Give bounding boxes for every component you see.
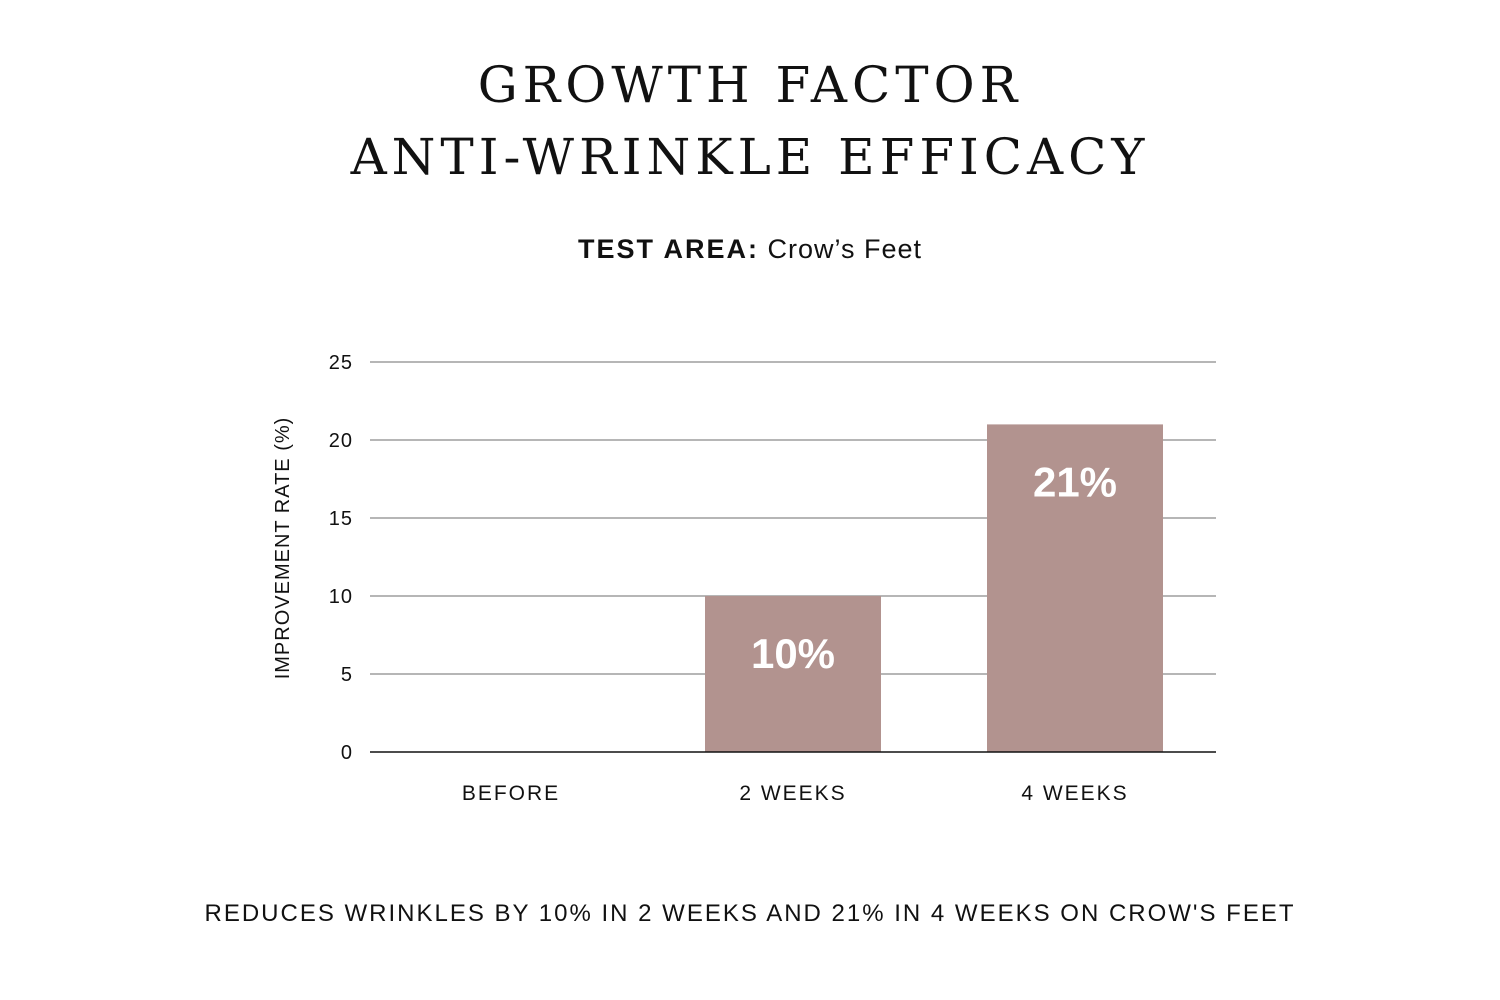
data-label: 10% bbox=[751, 630, 835, 677]
y-tick-label: 15 bbox=[329, 508, 353, 530]
y-tick-label: 5 bbox=[341, 664, 353, 686]
x-tick-label: 2 WEEKS bbox=[739, 782, 846, 805]
chart-title-line-1: GROWTH FACTOR bbox=[477, 56, 1023, 114]
bar bbox=[705, 596, 881, 752]
axes: 0 5 10 15 20 25 BEFORE 2 WEEKS 4 WEEKS bbox=[329, 352, 1216, 805]
chart-title-line-2: ANTI-WRINKLE EFFICACY bbox=[350, 128, 1150, 186]
bar bbox=[987, 424, 1163, 752]
y-tick-label: 25 bbox=[329, 352, 353, 374]
test-area-label: TEST AREA: bbox=[577, 234, 759, 264]
footnote: REDUCES WRINKLES BY 10% IN 2 WEEKS AND 2… bbox=[204, 900, 1296, 927]
test-area-subtitle: TEST AREA: Crow’s Feet bbox=[0, 234, 1500, 265]
bars: 10% 21% bbox=[705, 424, 1163, 752]
y-tick-label: 20 bbox=[329, 430, 353, 452]
y-axis-label: IMPROVEMENT RATE (%) bbox=[272, 417, 294, 680]
data-label: 21% bbox=[1033, 458, 1117, 505]
test-area-value: Crow’s Feet bbox=[767, 234, 923, 264]
x-tick-label: BEFORE bbox=[462, 782, 560, 805]
x-tick-label: 4 WEEKS bbox=[1021, 782, 1128, 805]
y-tick-label: 0 bbox=[341, 742, 353, 764]
y-tick-label: 10 bbox=[329, 586, 353, 608]
